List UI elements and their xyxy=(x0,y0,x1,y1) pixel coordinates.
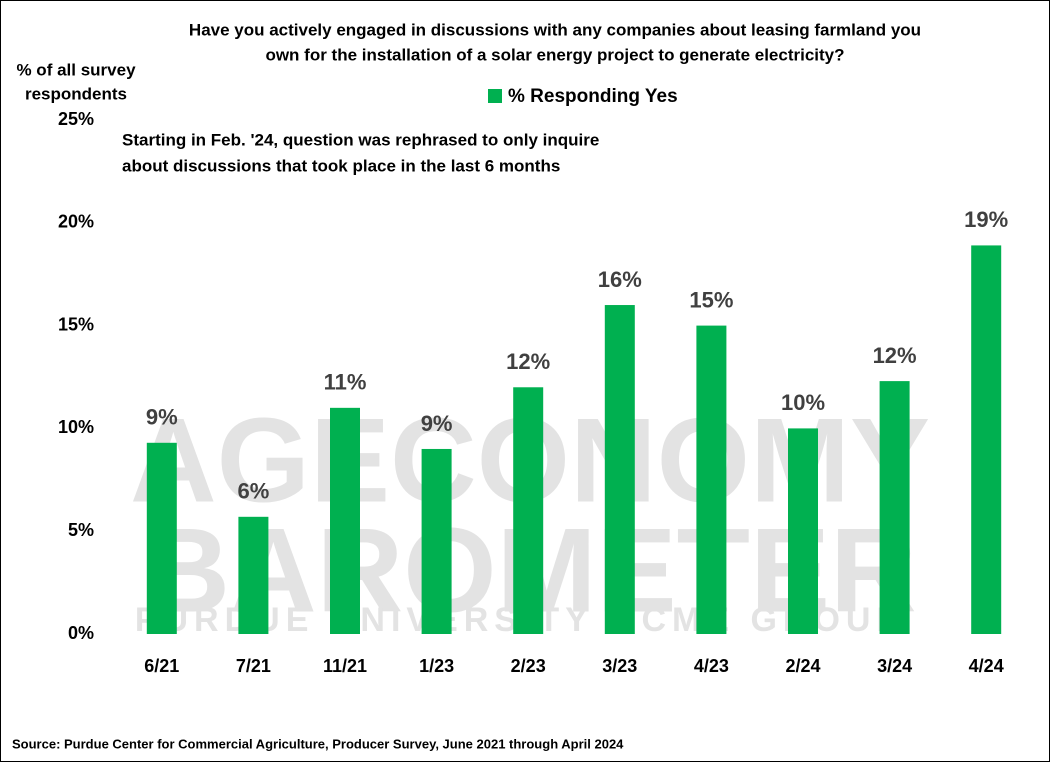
y-axis-label: respondents xyxy=(25,84,127,103)
value-label: 16% xyxy=(598,267,642,292)
source: Source: Purdue Center for Commercial Agr… xyxy=(12,736,624,751)
x-tick-label: 3/24 xyxy=(877,656,912,676)
value-label: 10% xyxy=(781,390,825,415)
legend-swatch xyxy=(488,89,502,103)
value-label: 11% xyxy=(324,370,367,395)
value-label: 19% xyxy=(964,207,1008,232)
bar xyxy=(146,442,177,634)
x-tick-label: 4/23 xyxy=(694,656,729,676)
x-tick-label: 11/21 xyxy=(323,656,367,676)
annotation: about discussions that took place in the… xyxy=(122,156,560,175)
y-tick-label: 25% xyxy=(58,109,94,129)
bar xyxy=(238,516,269,634)
value-label: 15% xyxy=(689,287,733,312)
value-label: 9% xyxy=(146,405,178,430)
bar xyxy=(513,387,544,634)
legend-label: % Responding Yes xyxy=(508,86,678,107)
bar xyxy=(788,428,818,634)
value-label: 12% xyxy=(873,343,917,368)
x-tick-label: 7/21 xyxy=(236,656,271,676)
y-tick-label: 20% xyxy=(58,212,94,232)
y-axis-label: % of all survey xyxy=(16,60,136,79)
bar xyxy=(330,407,360,634)
value-label: 9% xyxy=(421,411,453,436)
chart-title: own for the installation of a solar ener… xyxy=(265,45,844,64)
x-tick-label: 3/23 xyxy=(602,656,637,676)
y-tick-label: 10% xyxy=(58,417,94,437)
x-tick-label: 1/23 xyxy=(419,656,454,676)
value-label: 6% xyxy=(238,479,270,504)
x-tick-label: 2/24 xyxy=(785,656,820,676)
value-label: 12% xyxy=(506,349,550,374)
chart-title: Have you actively engaged in discussions… xyxy=(189,20,921,39)
bar xyxy=(421,448,452,634)
x-tick-label: 2/23 xyxy=(511,656,546,676)
bar xyxy=(604,305,635,634)
annotation: Starting in Feb. '24, question was rephr… xyxy=(122,130,599,149)
x-tick-label: 4/24 xyxy=(969,656,1004,676)
x-tick-label: 6/21 xyxy=(144,656,179,676)
y-tick-label: 5% xyxy=(68,520,94,540)
bar xyxy=(971,245,1002,634)
y-tick-label: 15% xyxy=(58,314,94,334)
y-tick-label: 0% xyxy=(68,623,94,643)
bar xyxy=(879,381,910,634)
bar xyxy=(696,325,727,634)
